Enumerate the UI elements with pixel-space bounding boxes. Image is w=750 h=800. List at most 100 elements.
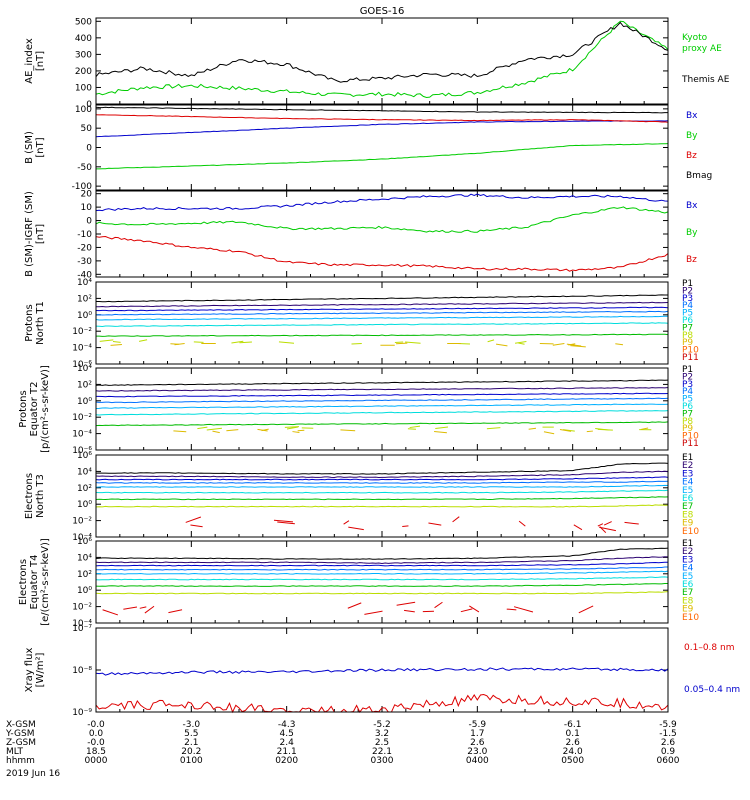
y-axis-label: [W/m²] xyxy=(35,652,46,687)
sparse-segment xyxy=(340,429,356,432)
y-tick-label: 0 xyxy=(86,144,92,154)
orbit-value: -5.9 xyxy=(469,720,487,730)
orbit-value: 22.1 xyxy=(372,747,392,757)
sparse-segment xyxy=(597,428,613,431)
legend-item: P9 xyxy=(682,338,693,348)
sparse-segment xyxy=(278,341,295,344)
series-line xyxy=(95,496,669,501)
series-line xyxy=(96,566,668,571)
panel-frame xyxy=(95,627,669,713)
orbit-value: 18.5 xyxy=(86,747,106,757)
orbit-value: 2.1 xyxy=(184,738,198,748)
y-axis-label: Electrons xyxy=(18,559,29,605)
y-tick-label: 10⁻² xyxy=(72,603,92,613)
orbit-value: -6.1 xyxy=(564,720,582,730)
legend-item: E3 xyxy=(682,555,693,565)
series-line xyxy=(95,106,668,114)
y-tick-label: 10⁰ xyxy=(77,311,92,321)
series-line xyxy=(95,397,669,404)
sparse-segment xyxy=(168,609,183,614)
y-tick-label: 200 xyxy=(75,67,92,77)
legend-item: Bx xyxy=(686,201,698,211)
legend-item: By xyxy=(686,131,698,141)
orbit-value: 23.0 xyxy=(467,747,487,757)
sparse-segment xyxy=(452,516,460,523)
legend-item: P3 xyxy=(682,294,693,304)
orbit-value: 0600 xyxy=(657,756,680,766)
series-line xyxy=(96,333,669,337)
panel-bdiff: -40 -30 -20 -10 0 10 20 B (SM)-IGRF (SM) [nT] Bx B… xyxy=(24,190,698,281)
series-line xyxy=(95,315,668,321)
legend-item: E5 xyxy=(682,572,693,582)
legend-item: P5 xyxy=(682,309,693,319)
series-line xyxy=(96,301,669,308)
series-line xyxy=(95,561,668,567)
legend-item: E8 xyxy=(682,510,694,520)
sparse-segment xyxy=(568,343,576,346)
sparse-segment xyxy=(640,427,649,430)
sparse-segment xyxy=(402,525,409,527)
sparse-segment xyxy=(297,429,305,432)
y-tick-label: 10² xyxy=(77,380,92,390)
legend-item: P10 xyxy=(682,346,699,356)
legend-item: E6 xyxy=(682,580,694,590)
legend-item: 0.05–0.4 nm xyxy=(684,685,740,695)
sparse-segment xyxy=(573,524,583,531)
y-axis-label: North T1 xyxy=(35,301,46,345)
orbit-value: 24.0 xyxy=(563,747,583,757)
legend-item: By xyxy=(686,228,698,238)
orbit-value: 0500 xyxy=(561,756,584,766)
orbit-row-label: X-GSM xyxy=(6,720,36,730)
orbit-row-label: hhmm xyxy=(6,756,35,766)
panel-frame xyxy=(95,190,669,278)
y-axis-label: Equator T4 xyxy=(29,555,40,610)
orbit-table: X-GSMY-GSMZ-GSMMLThhmm-0.00.0-0.018.5000… xyxy=(5,720,680,766)
sparse-segment xyxy=(495,343,508,347)
legend-item: E2 xyxy=(682,461,693,471)
legend-item: E4 xyxy=(682,564,694,574)
legend-item: P11 xyxy=(682,439,699,449)
y-tick-label: 10⁶ xyxy=(77,537,92,547)
orbit-value: -1.5 xyxy=(659,729,677,739)
sparse-segment xyxy=(197,426,208,430)
legend-item: P10 xyxy=(682,432,699,442)
panel-frame xyxy=(95,367,669,451)
panel-frame xyxy=(95,17,669,105)
y-axis-label: [p/(cm²-s-sr-keV)] xyxy=(40,365,51,453)
series-line xyxy=(95,556,669,565)
panel-pe: 10⁴ 10² 10⁰ 10⁻² 10⁻⁴ 10⁻⁶ Protons Equator T2 [p… xyxy=(18,364,699,456)
sparse-segment xyxy=(102,609,119,616)
sparse-segment xyxy=(435,426,449,429)
sparse-segment xyxy=(487,339,495,343)
sparse-segment xyxy=(405,341,421,344)
sparse-segment xyxy=(409,425,421,429)
y-tick-label: 10⁻⁹ xyxy=(72,708,92,718)
sparse-segment xyxy=(226,429,239,432)
sparse-segment xyxy=(347,602,362,609)
panel-frame xyxy=(95,540,669,624)
orbit-value: 2.6 xyxy=(566,738,581,748)
legend-kyoto: Kyoto xyxy=(682,33,708,43)
sparse-segment xyxy=(396,342,408,345)
figure-title: GOES-16 xyxy=(360,6,405,17)
panel-bsm: -100 -50 0 50 100 B (SM) [nT] Bx By Bz Bmag xyxy=(24,104,712,192)
orbit-value: 2.6 xyxy=(661,738,676,748)
orbit-value: -5.9 xyxy=(659,720,677,730)
orbit-value: 0.0 xyxy=(89,729,104,739)
sparse-segment xyxy=(586,430,593,433)
sparse-segment xyxy=(486,427,501,430)
orbit-value: 5.5 xyxy=(184,729,198,739)
sparse-segment xyxy=(552,343,565,346)
y-tick-label: 10² xyxy=(77,484,92,494)
sparse-segment xyxy=(174,343,185,346)
series-line xyxy=(95,410,669,416)
orbit-value: 0.1 xyxy=(566,729,580,739)
legend-item: E3 xyxy=(682,469,693,479)
y-axis-label: Protons xyxy=(18,390,29,427)
sparse-segment xyxy=(348,526,364,531)
series-line xyxy=(95,206,669,233)
series-line xyxy=(95,235,669,272)
orbit-value: 0100 xyxy=(180,756,203,766)
y-axis-label: [nT] xyxy=(35,137,46,157)
